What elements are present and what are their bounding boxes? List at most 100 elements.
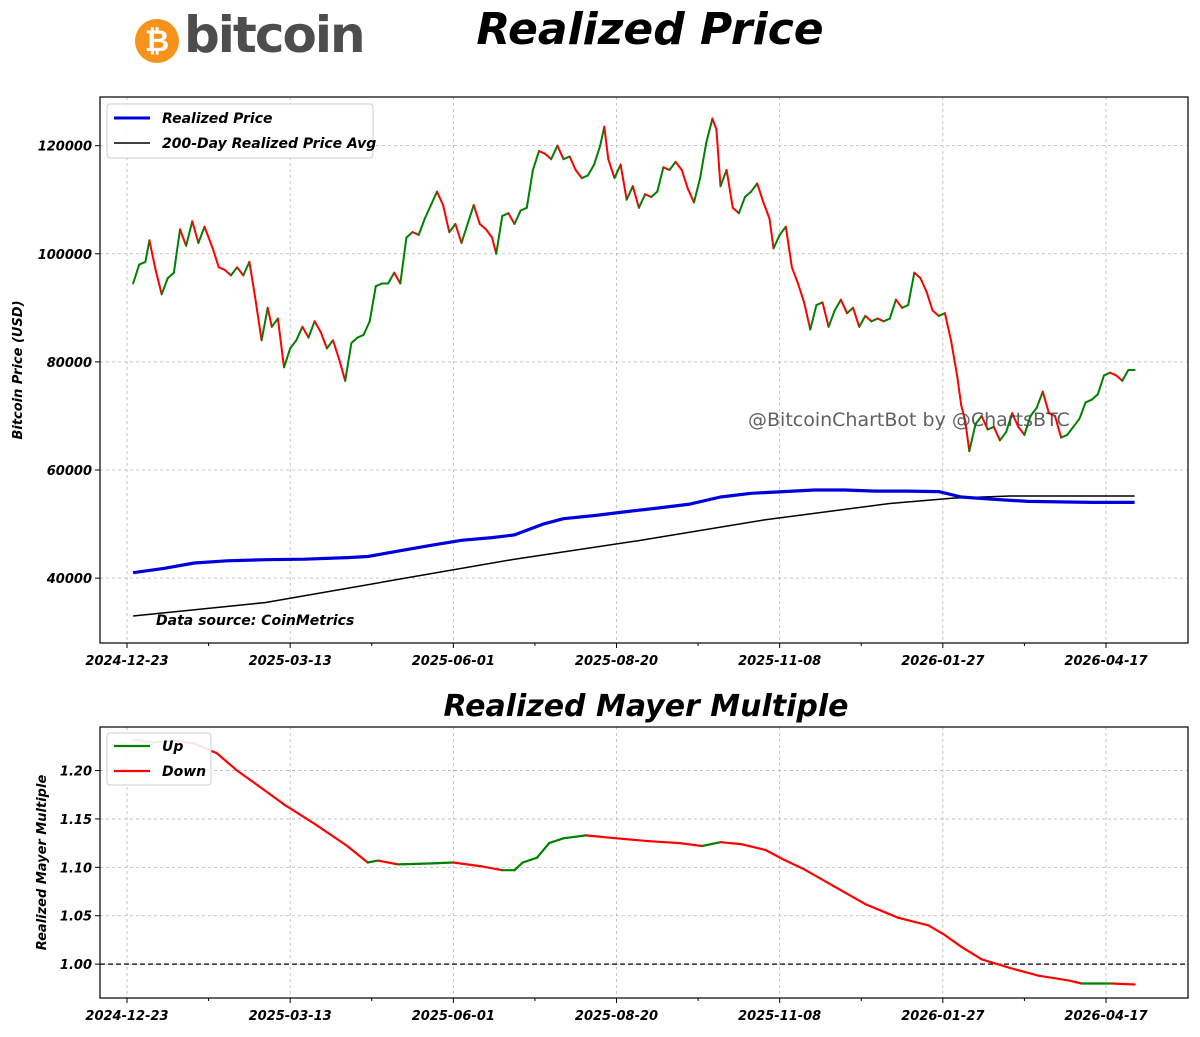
price-segment bbox=[715, 128, 722, 188]
price-segment bbox=[1047, 412, 1056, 417]
multiple-segment bbox=[927, 924, 947, 937]
price-segment bbox=[960, 404, 967, 423]
bitcoin-coin-icon: ₿ bbox=[135, 19, 179, 63]
price-segment bbox=[656, 166, 665, 193]
price-segment bbox=[289, 339, 298, 350]
price-segment bbox=[399, 236, 408, 285]
price-segment bbox=[338, 358, 347, 382]
price-segment bbox=[619, 163, 628, 201]
price-segment bbox=[750, 182, 759, 193]
price-segment bbox=[519, 206, 528, 212]
price-segment bbox=[901, 304, 910, 309]
price-segment bbox=[485, 228, 494, 239]
legend-label-down: Down bbox=[162, 764, 206, 780]
price-segment bbox=[668, 160, 677, 171]
price-segment bbox=[513, 209, 522, 225]
price-segment bbox=[356, 333, 365, 339]
y-tick-label: 1.05 bbox=[60, 910, 92, 925]
price-segment bbox=[644, 193, 653, 198]
multiple-segment bbox=[256, 783, 286, 806]
plot-frame bbox=[99, 96, 1189, 644]
price-segment bbox=[454, 223, 463, 244]
multiple-segment bbox=[562, 834, 588, 840]
price-segment bbox=[179, 228, 188, 247]
multiple-segment bbox=[615, 837, 651, 843]
y-tick-label: 1.10 bbox=[60, 861, 92, 876]
price-segment bbox=[1109, 371, 1118, 377]
price-segment bbox=[964, 420, 971, 453]
x-tick-label: 2025-03-13 bbox=[249, 654, 332, 669]
multiple-segment bbox=[764, 848, 785, 861]
price-segment bbox=[362, 320, 371, 336]
price-segment bbox=[803, 301, 812, 331]
multiple-segment bbox=[678, 841, 704, 848]
multiple-segment bbox=[535, 841, 551, 859]
price-segment bbox=[191, 220, 200, 244]
price-segment bbox=[423, 204, 432, 220]
price-segment bbox=[166, 271, 175, 280]
legend-label-up: Up bbox=[162, 739, 183, 755]
price-segment bbox=[276, 317, 285, 369]
price-segment bbox=[344, 342, 353, 382]
price-segment bbox=[876, 317, 885, 323]
multiple-segment bbox=[366, 859, 379, 864]
x-tick-label: 2026-04-17 bbox=[1064, 1009, 1148, 1024]
price-segment bbox=[230, 266, 239, 277]
price-segment bbox=[580, 174, 589, 180]
price-segment bbox=[950, 339, 959, 377]
price-segment bbox=[313, 320, 322, 334]
multiple-segment bbox=[376, 859, 400, 866]
price-segment bbox=[778, 225, 787, 236]
price-segment bbox=[301, 325, 310, 339]
y-tick-label: 60000 bbox=[47, 464, 92, 479]
multiple-segment bbox=[943, 933, 963, 948]
price-segment bbox=[913, 271, 922, 280]
price-segment bbox=[1115, 374, 1124, 382]
price-segment bbox=[236, 266, 245, 277]
multiple-segment bbox=[980, 958, 1012, 970]
bitcoin-symbol: ₿ bbox=[145, 24, 169, 59]
price-segment bbox=[1096, 374, 1105, 396]
price-segment bbox=[144, 239, 151, 263]
watermark: @BitcoinChartBot by @ChartsBTC bbox=[748, 409, 1070, 431]
price-segment bbox=[211, 247, 220, 269]
price-segment bbox=[254, 298, 263, 342]
multiple-segment bbox=[1037, 974, 1071, 982]
price-segment bbox=[858, 314, 867, 328]
price-segment bbox=[768, 217, 775, 250]
price-segment bbox=[556, 144, 565, 161]
price-segment bbox=[319, 331, 328, 350]
price-segment bbox=[562, 155, 571, 161]
multiple-segment bbox=[513, 861, 524, 872]
price-segment bbox=[998, 431, 1008, 442]
price-segment bbox=[839, 298, 848, 315]
price-segment bbox=[719, 169, 728, 188]
price-segment bbox=[797, 282, 806, 304]
price-segment bbox=[1017, 425, 1026, 436]
price-segment bbox=[574, 169, 583, 180]
price-segment bbox=[466, 204, 475, 225]
price-segment bbox=[625, 185, 634, 201]
price-segment bbox=[568, 155, 577, 171]
price-segment bbox=[429, 190, 438, 207]
price-segment bbox=[613, 163, 622, 180]
price-segment bbox=[270, 317, 279, 328]
price-segment bbox=[1041, 390, 1050, 415]
x-tick-label: 2025-06-01 bbox=[412, 654, 495, 669]
plot-frame bbox=[99, 726, 1189, 999]
page-title: Realized Price bbox=[476, 4, 824, 55]
price-segment bbox=[870, 317, 879, 323]
x-tick-label: 2026-01-27 bbox=[901, 1009, 985, 1024]
price-segment bbox=[325, 339, 334, 350]
price-segment bbox=[1084, 398, 1093, 404]
multiple-segment bbox=[864, 902, 900, 919]
plot-area bbox=[100, 97, 1188, 643]
legend-box bbox=[106, 103, 374, 159]
price-segment bbox=[919, 277, 928, 293]
price-segment bbox=[185, 220, 194, 247]
price-segment bbox=[943, 312, 952, 342]
price-segment bbox=[974, 415, 983, 426]
price-segment bbox=[1072, 417, 1081, 428]
data-source-note: Data source: CoinMetrics bbox=[156, 613, 354, 629]
